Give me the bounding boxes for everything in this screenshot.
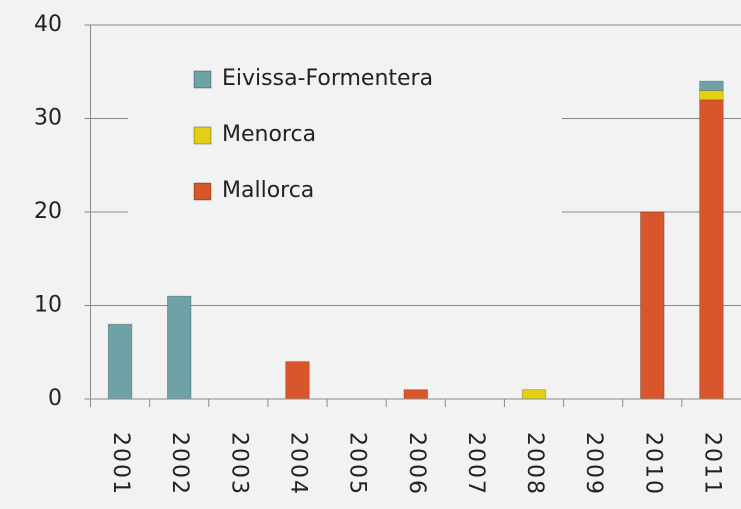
legend-swatch [193,70,212,89]
x-tick-label: 2009 [581,432,606,496]
y-tick-label: 10 [34,293,62,318]
x-tick-label: 2011 [699,432,724,496]
x-tick-label: 2010 [640,432,665,496]
x-tick-label: 2004 [285,432,310,496]
bar-segment [285,361,310,400]
bar-segment [521,389,547,400]
legend-label: Menorca [222,122,316,147]
y-tick-label: 0 [48,386,62,411]
legend: Eivissa-Formentera Menorca Mallorca [128,45,562,230]
y-tick-label: 40 [34,12,62,37]
y-tick-label: 20 [34,199,62,224]
axes: 0 10 20 30 40 2001 2002 2003 2004 2005 2006 2007 200… [34,12,741,496]
bar-segment [699,90,724,101]
bar-segment [699,80,724,91]
bar-segment [640,211,665,400]
y-tick-label: 30 [34,106,62,131]
x-tick-label: 2006 [404,432,429,496]
x-tick-label: 2001 [108,432,133,496]
bar-segment [699,99,724,400]
bar-segment [403,389,428,400]
x-tick-label: 2007 [463,432,488,496]
x-tick-label: 2008 [522,432,547,496]
legend-label: Eivissa-Formentera [222,66,433,91]
bar-segment [107,323,133,400]
x-tick-label: 2003 [226,432,251,496]
bars [107,80,724,400]
x-tick-label: 2005 [345,432,370,496]
x-tick-label: 2002 [167,432,192,496]
bar-segment [166,295,192,400]
legend-label: Mallorca [222,178,314,203]
legend-swatch [193,182,212,201]
legend-swatch [193,126,212,145]
